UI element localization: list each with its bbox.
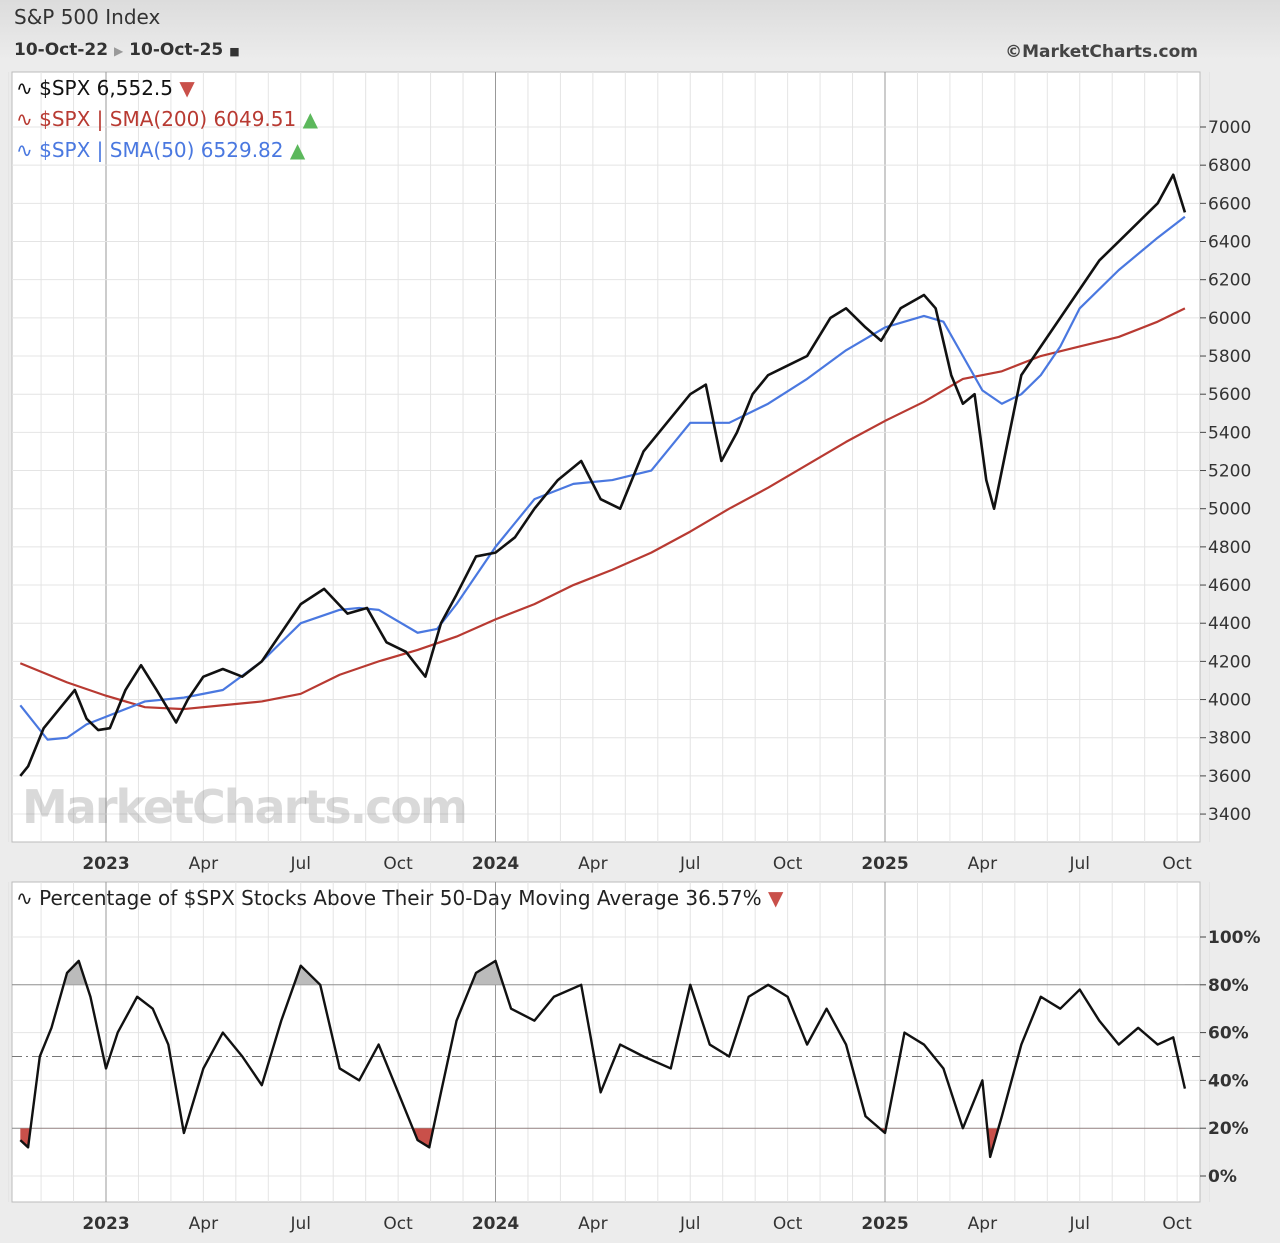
x-tick-label: Apr (189, 854, 218, 874)
legend-label: $SPX | SMA(200) 6049.51 (39, 107, 297, 131)
x-tick-label: Apr (189, 1214, 218, 1234)
x-tick-label: 2024 (472, 1214, 519, 1234)
y-tick-label: 5600 (1208, 385, 1251, 405)
y-tick-label: 3600 (1208, 767, 1251, 787)
y-tick-label: 60% (1208, 1024, 1249, 1044)
y-tick-label: 6400 (1208, 233, 1251, 253)
up-arrow-icon: ▲ (302, 107, 318, 131)
y-tick-label: 5800 (1208, 347, 1251, 367)
price-plot-area (11, 71, 1201, 843)
y-tick-label: 100% (1208, 928, 1261, 948)
x-tick-label: 2025 (861, 854, 908, 874)
x-tick-label: 2023 (82, 1214, 129, 1234)
series-breadth (19, 959, 1187, 1159)
y-tick-label: 6800 (1208, 156, 1251, 176)
legend-label: Percentage of $SPX Stocks Above Their 50… (39, 886, 762, 910)
legend-breadth: ∿ Percentage of $SPX Stocks Above Their … (16, 886, 783, 910)
y-tick-label: 7000 (1208, 118, 1251, 138)
up-arrow-icon: ▲ (289, 138, 306, 162)
x-tick-label: Apr (968, 854, 997, 874)
x-tick-label: Apr (968, 1214, 997, 1234)
x-tick-label: Jul (679, 854, 701, 874)
x-tick-label: 2023 (82, 854, 129, 874)
x-tick-label: Oct (1162, 1214, 1192, 1234)
watermark: MarketCharts.com (22, 780, 468, 834)
legend-sma50: ∿ $SPX | SMA(50) 6529.82 ▲ (16, 138, 305, 162)
range-start: 10-Oct-22 (14, 40, 109, 60)
y-tick-label: 4000 (1208, 691, 1251, 711)
y-tick-label: 3800 (1208, 729, 1251, 749)
legend-label: $SPX 6,552.5 (39, 76, 174, 100)
x-tick-label: Oct (383, 1214, 413, 1234)
legend-sma200: ∿ $SPX | SMA(200) 6049.51 ▲ (16, 107, 318, 131)
line-icon: ∿ (16, 76, 33, 100)
y-tick-label: 4600 (1208, 576, 1251, 596)
play-icon: ▶ (114, 44, 124, 58)
x-tick-label: Jul (289, 1214, 311, 1234)
y-tick-label: 5000 (1208, 500, 1251, 520)
range-end: 10-Oct-25 (129, 40, 224, 60)
legend-price: ∿ $SPX 6,552.5 ▼ (16, 76, 195, 100)
line-icon: ∿ (16, 138, 33, 162)
x-tick-label: Jul (289, 854, 311, 874)
y-tick-label: 20% (1208, 1119, 1249, 1139)
x-tick-label: Jul (1068, 1214, 1090, 1234)
down-arrow-icon: ▼ (179, 76, 195, 100)
overbought-fill (20, 960, 1185, 985)
x-tick-label: 2025 (861, 1214, 908, 1234)
y-tick-label: 80% (1208, 976, 1249, 996)
line-icon: ∿ (16, 107, 33, 131)
series-sma50 (19, 215, 1186, 741)
x-tick-label: Apr (578, 854, 607, 874)
date-range[interactable]: 10-Oct-22 ▶ 10-Oct-25 ■ (14, 40, 240, 60)
x-tick-label: Oct (773, 854, 803, 874)
y-tick-label: 5400 (1208, 423, 1251, 443)
x-tick-label: 2024 (472, 854, 519, 874)
series-spx (19, 173, 1187, 777)
y-tick-label: 5200 (1208, 462, 1251, 482)
x-tick-label: Jul (679, 1214, 701, 1234)
x-tick-label: Oct (1162, 854, 1192, 874)
down-arrow-icon: ▼ (767, 886, 784, 910)
y-tick-label: 4800 (1208, 538, 1251, 558)
line-icon: ∿ (16, 886, 33, 910)
series-sma200 (19, 307, 1186, 711)
y-tick-label: 3400 (1208, 805, 1251, 825)
y-tick-label: 6600 (1208, 194, 1251, 214)
x-tick-label: Oct (383, 854, 413, 874)
y-tick-label: 4400 (1208, 614, 1251, 634)
stop-icon: ■ (229, 45, 240, 58)
chart-title: S&P 500 Index (14, 5, 161, 29)
y-tick-label: 6000 (1208, 309, 1251, 329)
breadth-plot-area (11, 881, 1201, 1203)
x-tick-label: Apr (578, 1214, 607, 1234)
y-tick-label: 0% (1208, 1167, 1237, 1187)
copyright: ©MarketCharts.com (1005, 42, 1198, 62)
y-tick-label: 4200 (1208, 652, 1251, 672)
y-tick-label: 6200 (1208, 271, 1251, 291)
x-tick-label: Jul (1068, 854, 1090, 874)
x-tick-label: Oct (773, 1214, 803, 1234)
legend-label: $SPX | SMA(50) 6529.82 (39, 138, 284, 162)
y-tick-label: 40% (1208, 1071, 1249, 1091)
